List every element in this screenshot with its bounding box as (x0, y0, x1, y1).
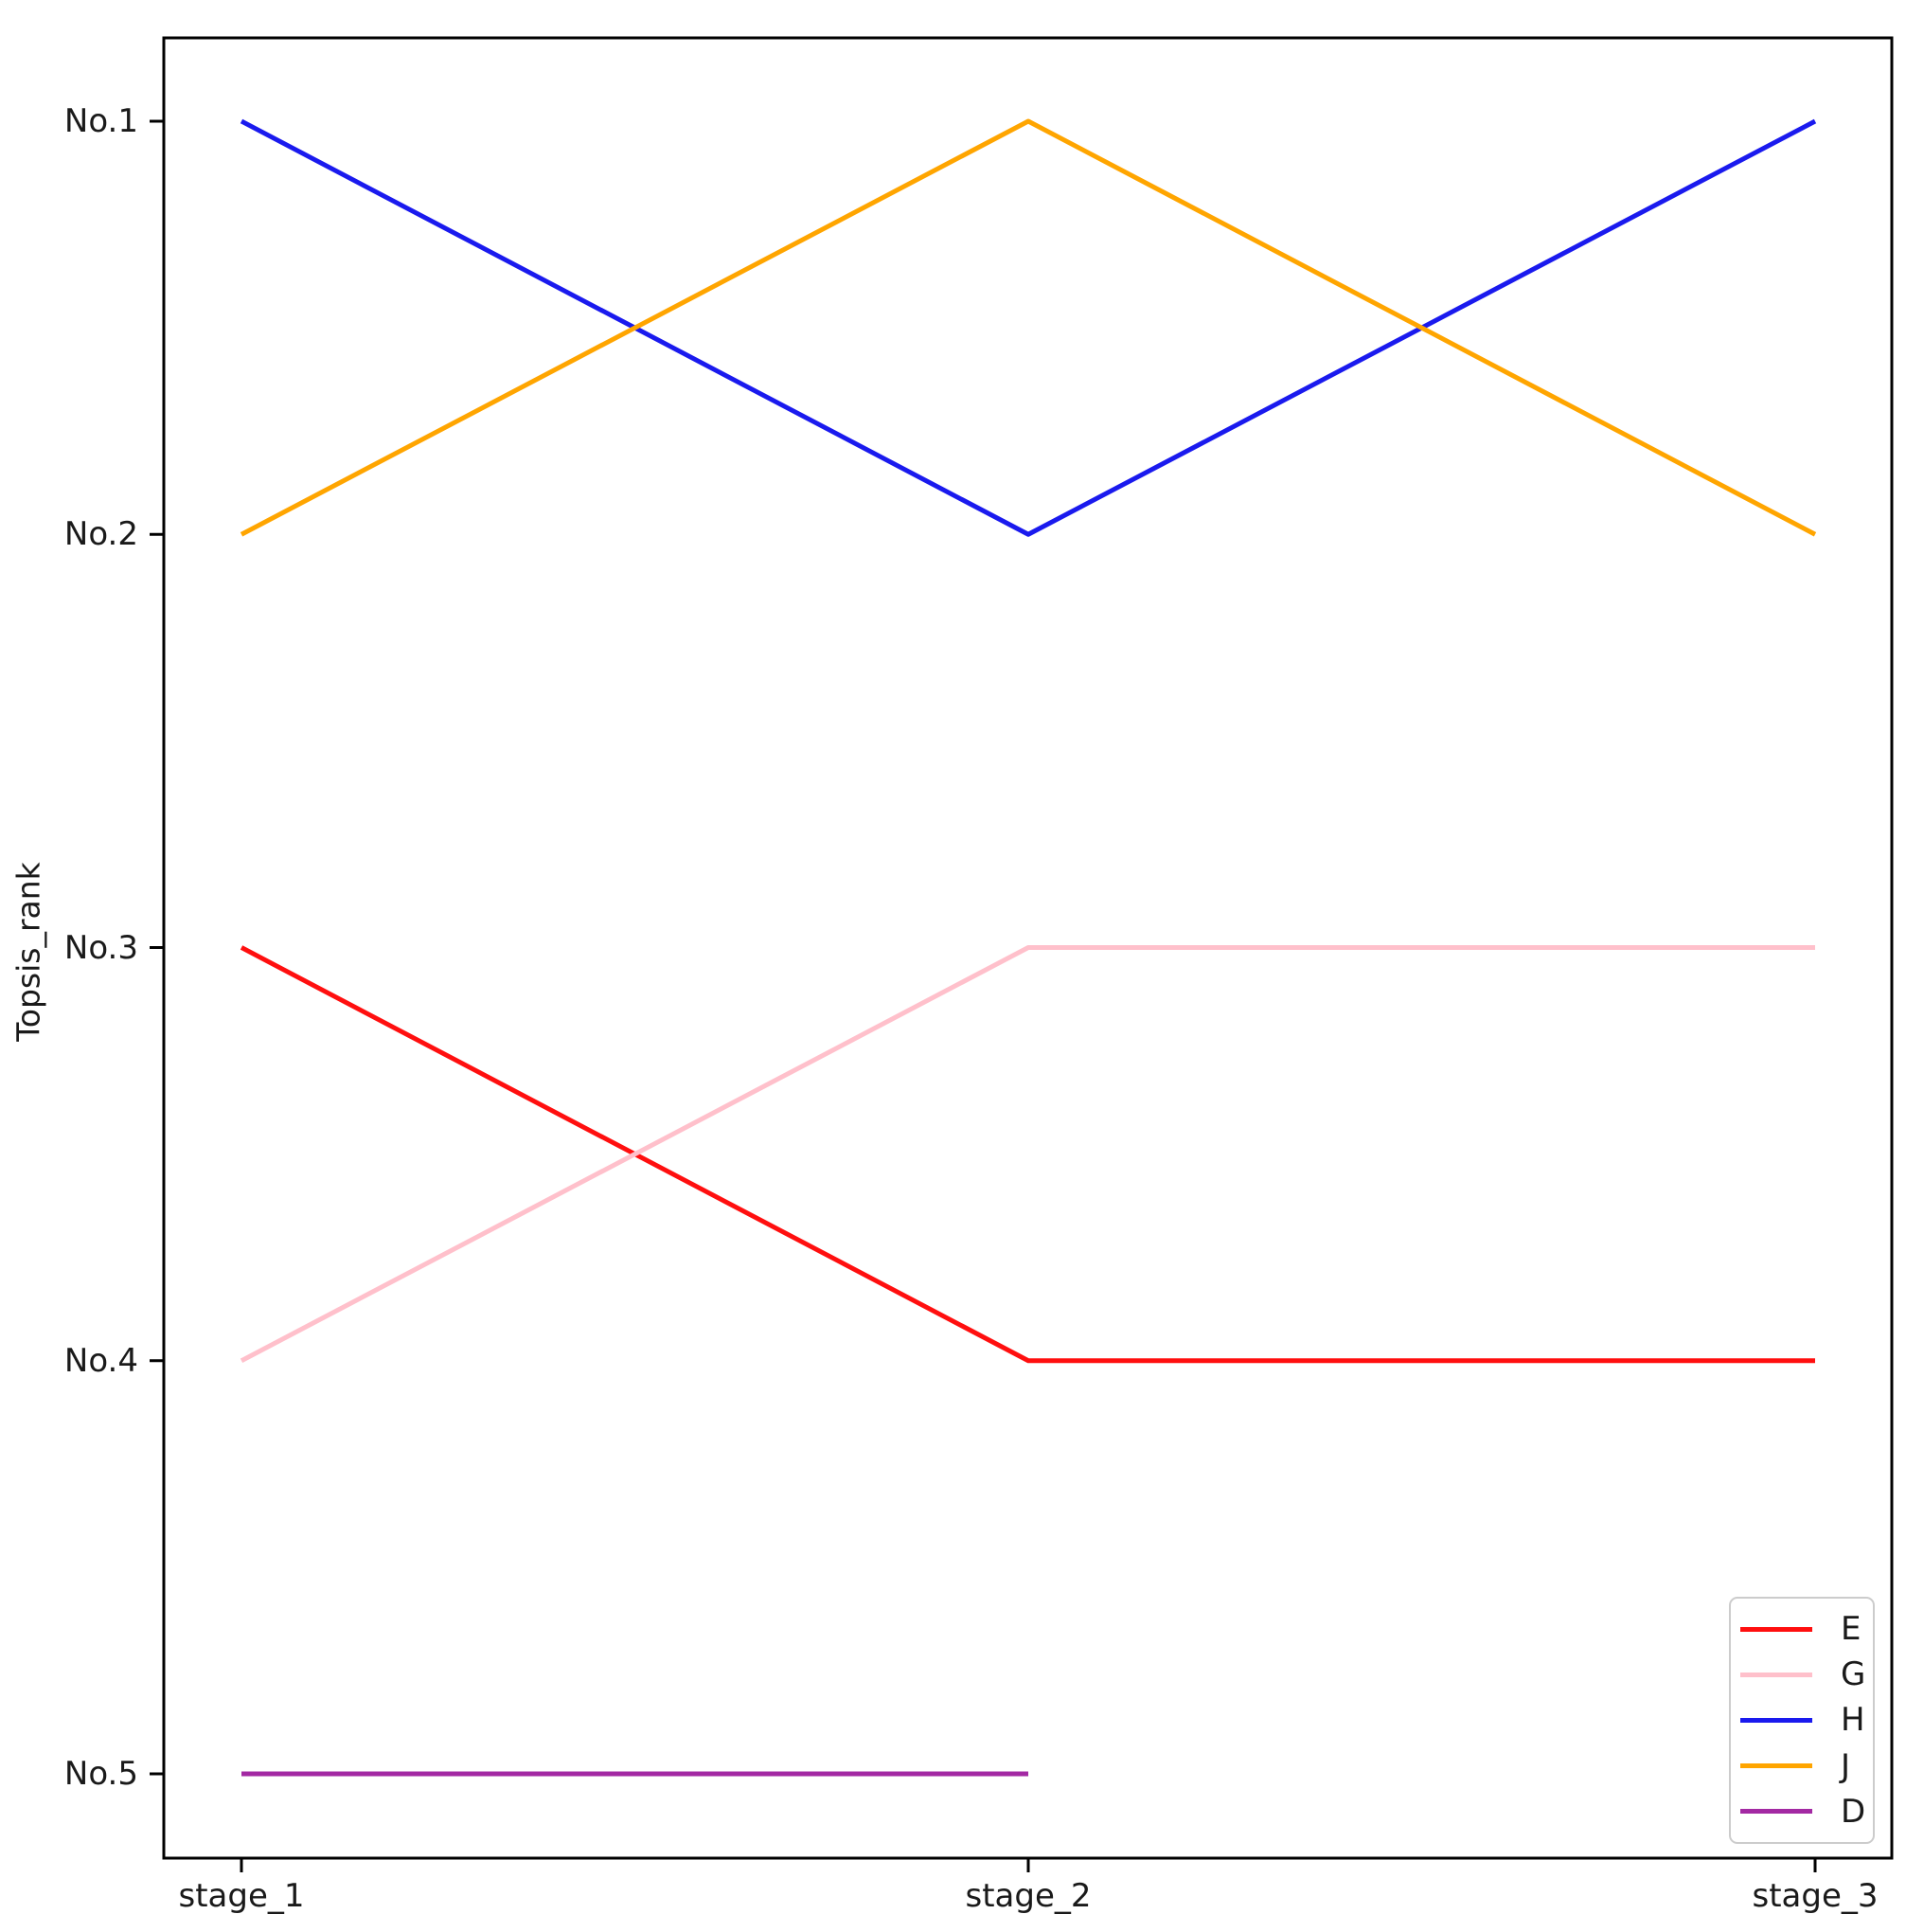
legend-entry-G: G (1740, 1655, 1866, 1694)
x-tick-label: stage_2 (965, 1877, 1092, 1915)
y-tick-label: No.4 (63, 1341, 138, 1380)
legend-entry-D: D (1740, 1792, 1866, 1831)
series-line-G (240, 945, 1815, 1363)
series-line-E (240, 945, 1815, 1364)
legend-line-sample (1740, 1626, 1812, 1632)
legend-entry-H: H (1740, 1701, 1865, 1740)
series-line-J (240, 118, 1817, 537)
y-tick-label: No.5 (63, 1755, 138, 1793)
x-tick-label: stage_3 (1752, 1877, 1879, 1915)
legend-label: J (1841, 1746, 1851, 1785)
legend-label: H (1841, 1701, 1865, 1740)
y-tick-label: No.1 (63, 102, 138, 140)
legend-label: D (1841, 1792, 1866, 1831)
legend-entry-J: J (1740, 1748, 1863, 1784)
legend-line-sample (1740, 1763, 1812, 1769)
y-tick-label: No.3 (63, 928, 138, 967)
legend-entry-E: E (1740, 1611, 1863, 1647)
legend-line-sample (1740, 1717, 1812, 1723)
legend-line-sample (1740, 1809, 1812, 1815)
legend-label: G (1841, 1655, 1866, 1694)
legend-line-sample (1740, 1672, 1812, 1677)
legend-label: E (1841, 1610, 1861, 1649)
y-tick-label: No.2 (63, 515, 138, 554)
x-tick-label: stage_1 (178, 1877, 305, 1915)
series-line-H (240, 118, 1817, 537)
